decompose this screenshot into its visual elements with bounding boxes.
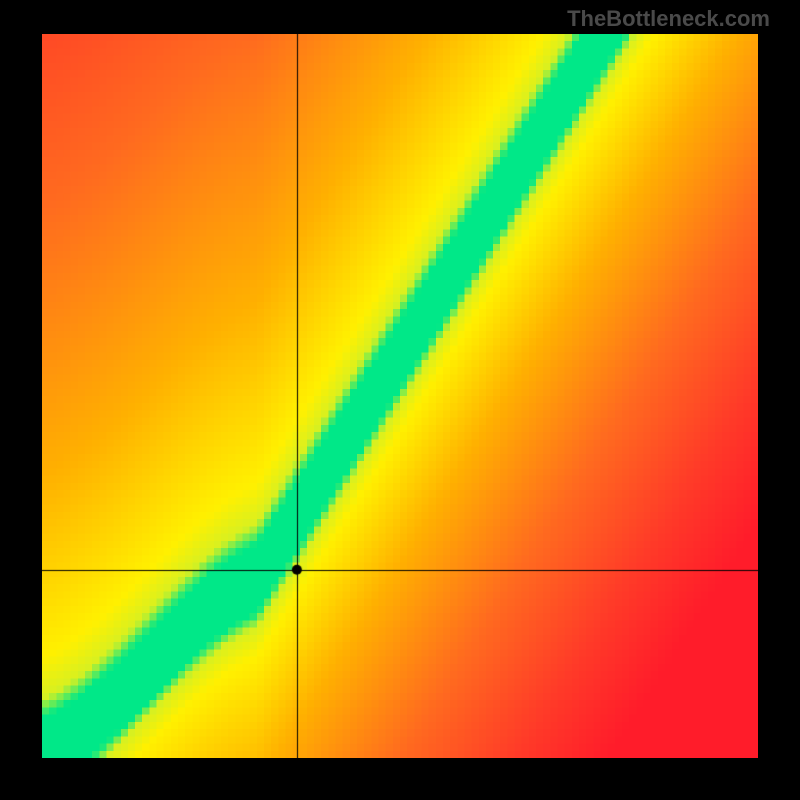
chart-container: TheBottleneck.com — [0, 0, 800, 800]
watermark-text: TheBottleneck.com — [567, 6, 770, 32]
bottleneck-heatmap — [42, 34, 758, 758]
